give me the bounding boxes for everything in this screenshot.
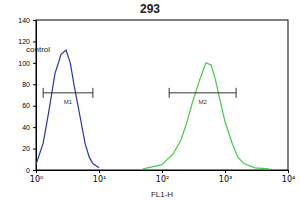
y-tick: 80 — [22, 81, 36, 88]
x-tick-label: 10⁰ — [30, 175, 43, 184]
title: 293 — [140, 2, 160, 16]
gate-label: M1 — [64, 99, 73, 105]
gate-line — [169, 92, 236, 93]
x-tick-label: 10³ — [219, 175, 232, 184]
x-tick-label: 10⁴ — [282, 175, 295, 184]
y-tick: 40 — [22, 124, 36, 131]
x-tick: 10² — [156, 170, 169, 184]
y-tick: 20 — [22, 145, 36, 152]
x-tick: 10¹ — [93, 170, 106, 184]
plot-frame — [36, 20, 288, 170]
y-tick-label: 140 — [18, 17, 30, 24]
gate-end — [236, 88, 237, 98]
y-tick-label: 40 — [22, 124, 30, 131]
x-tick: 10³ — [219, 170, 232, 184]
series-line — [143, 63, 269, 169]
series-line — [36, 50, 99, 168]
y-tick: 60 — [22, 102, 36, 109]
x-axis-line — [37, 171, 289, 174]
gate-line — [43, 92, 93, 93]
gate-label: M2 — [198, 99, 207, 105]
chart: 10⁰10¹10²10³10⁴020406080100120140M1M2con… — [0, 0, 300, 200]
y-tick-label: 0 — [26, 167, 30, 174]
x-tick: 10⁰ — [30, 170, 43, 184]
y-tick: 100 — [18, 60, 36, 67]
y-tick: 0 — [26, 167, 36, 174]
marks — [36, 50, 269, 169]
y-axis: 020406080100120140 — [18, 17, 36, 174]
x-tick-label: 10¹ — [93, 175, 106, 184]
y-tick: 140 — [18, 17, 36, 24]
series-label: control — [26, 45, 50, 54]
y-tick-label: 20 — [22, 145, 30, 152]
x-tick: 10⁴ — [282, 170, 295, 184]
gate-end — [92, 88, 93, 98]
gate-end — [169, 88, 170, 98]
y-tick-label: 60 — [22, 102, 30, 109]
gate-end — [43, 88, 44, 98]
x-axis: 10⁰ 10¹ 10² 10³ 10⁴ — [30, 170, 295, 184]
x-tick-label: 10² — [156, 175, 169, 184]
y-tick-label: 100 — [18, 60, 30, 67]
y-tick-label: 80 — [22, 81, 30, 88]
x-axis-title: FL1-H — [151, 190, 173, 199]
plot: 10⁰10¹10²10³10⁴020406080100120140M1M2con… — [18, 17, 295, 184]
